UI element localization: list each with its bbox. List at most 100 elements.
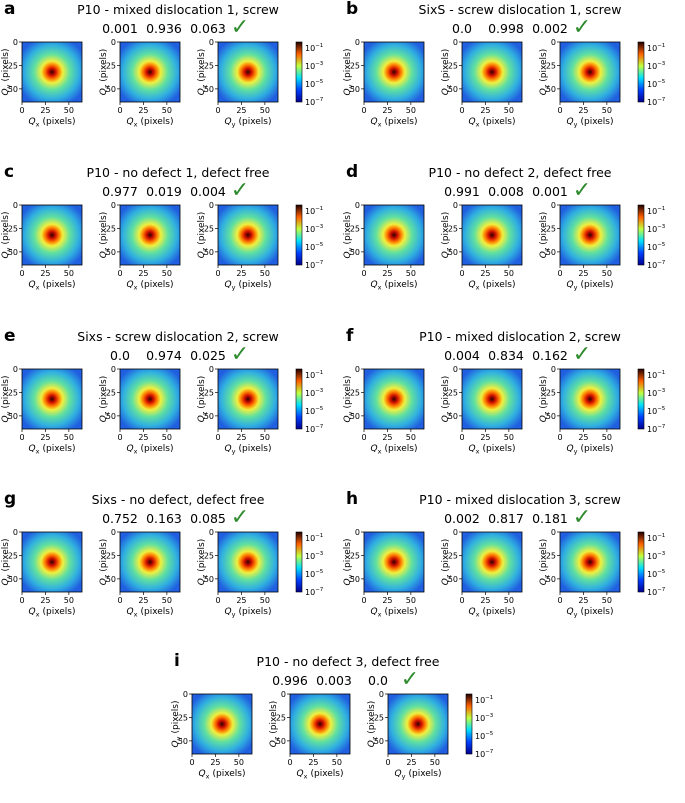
- x-tick-label: 50: [162, 596, 172, 605]
- axis-symbol: Q: [127, 117, 134, 127]
- score: 0.0: [368, 673, 388, 688]
- axis-label: Qx (pixels): [29, 117, 76, 129]
- axis-subscript: z: [445, 84, 453, 88]
- axis-symbol: Q: [29, 280, 36, 290]
- colorbar-base: 10: [305, 98, 315, 107]
- colorbar-label: 10−5: [305, 79, 324, 89]
- heatmap: [461, 41, 523, 103]
- colorbar-base: 10: [475, 732, 485, 741]
- axis-symbol: Q: [171, 740, 181, 747]
- axis-symbol: Q: [99, 578, 109, 585]
- colorbar-label: 10−7: [305, 424, 324, 434]
- axis-subscript: y: [402, 773, 406, 781]
- x-tick-label: 0: [459, 106, 464, 115]
- y-tick-label: 50: [448, 248, 458, 257]
- axis-label: Qz (pixels): [539, 539, 551, 586]
- axis-unit: (pixels): [482, 117, 515, 127]
- axis-symbol: Q: [99, 415, 109, 422]
- colorbar-base: 10: [305, 407, 315, 416]
- colorbar-exponent: −7: [315, 97, 324, 103]
- axis-subscript: y: [175, 736, 183, 740]
- colorbar-exponent: −7: [315, 260, 324, 266]
- x-tick-label: 0: [459, 596, 464, 605]
- axis-symbol: Q: [99, 88, 109, 95]
- axis-unit: (pixels): [140, 444, 173, 454]
- axis-subscript: y: [347, 247, 355, 251]
- panel-letter: a: [4, 0, 15, 19]
- panel-letter: b: [346, 0, 358, 19]
- y-tick-label: 25: [350, 224, 360, 233]
- axis-subscript: z: [103, 84, 111, 88]
- x-tick-label: 50: [602, 433, 612, 442]
- axis-unit: (pixels): [580, 280, 613, 290]
- colorbar-base: 10: [475, 696, 485, 705]
- axis-subscript: z: [103, 247, 111, 251]
- y-tick-label: 50: [350, 412, 360, 421]
- check-mark: ✓: [231, 15, 249, 40]
- x-tick-label: 0: [385, 758, 390, 767]
- score: 0.002: [532, 21, 568, 36]
- y-tick-label: 0: [111, 365, 116, 374]
- score: 0.162: [532, 348, 568, 363]
- y-tick-label: 0: [111, 528, 116, 537]
- y-tick-label: 0: [209, 201, 214, 210]
- axis-subscript: x: [378, 611, 382, 619]
- y-tick-label: 50: [448, 412, 458, 421]
- axis-unit: (pixels): [238, 607, 271, 617]
- x-tick-label: 25: [578, 269, 588, 278]
- axis-subscript: y: [5, 84, 13, 88]
- colorbar-exponent: −5: [657, 406, 666, 412]
- x-tick-label: 25: [480, 596, 490, 605]
- axis-subscript: z: [201, 247, 209, 251]
- y-tick-label: 50: [350, 248, 360, 257]
- x-tick-label: 0: [557, 433, 562, 442]
- y-tick-label: 25: [448, 388, 458, 397]
- axis-subscript: z: [543, 574, 551, 578]
- axis-label: Qz (pixels): [367, 701, 379, 748]
- colorbar-label: 10−5: [647, 79, 666, 89]
- colorbar-exponent: −7: [657, 97, 666, 103]
- x-tick-label: 0: [19, 596, 24, 605]
- axis-symbol: Q: [343, 251, 353, 258]
- colorbar-base: 10: [647, 44, 657, 53]
- axis-label: Qx (pixels): [127, 444, 174, 456]
- colorbar-exponent: −7: [315, 587, 324, 593]
- colorbar-label: 10−3: [475, 713, 494, 723]
- x-tick-label: 25: [210, 758, 220, 767]
- axis-symbol: Q: [343, 578, 353, 585]
- axis-label: Qz (pixels): [197, 539, 209, 586]
- score: 0.996: [272, 673, 308, 688]
- axis-symbol: Q: [29, 444, 36, 454]
- axis-label: Qx (pixels): [469, 117, 516, 129]
- x-tick-label: 25: [578, 433, 588, 442]
- x-tick-label: 25: [480, 269, 490, 278]
- colorbar-exponent: −7: [657, 587, 666, 593]
- axis-symbol: Q: [1, 251, 11, 258]
- y-tick-label: 25: [448, 224, 458, 233]
- axis-symbol: Q: [197, 578, 207, 585]
- y-tick-label: 25: [204, 224, 214, 233]
- y-tick-label: 25: [448, 61, 458, 70]
- axis-symbol: Q: [197, 251, 207, 258]
- axis-unit: (pixels): [212, 769, 245, 779]
- x-tick-label: 50: [332, 758, 342, 767]
- axis-symbol: Q: [371, 607, 378, 617]
- colorbar-label: 10−3: [305, 61, 324, 71]
- heatmap: [559, 41, 621, 103]
- axis-unit: (pixels): [140, 117, 173, 127]
- score: 0.001: [102, 21, 138, 36]
- x-tick-label: 25: [382, 433, 392, 442]
- heatmap: [461, 204, 523, 266]
- x-tick-label: 0: [189, 758, 194, 767]
- heatmap: [119, 41, 181, 103]
- x-tick-label: 25: [406, 758, 416, 767]
- x-tick-label: 0: [117, 106, 122, 115]
- check-mark: ✓: [573, 342, 591, 367]
- colorbar-base: 10: [305, 588, 315, 597]
- panel-letter: g: [4, 489, 16, 509]
- colorbar-label: 10−7: [647, 97, 666, 107]
- heatmap: [21, 531, 83, 593]
- axis-unit: (pixels): [269, 701, 279, 734]
- axis-label: Qx (pixels): [29, 607, 76, 619]
- colorbar-base: 10: [647, 371, 657, 380]
